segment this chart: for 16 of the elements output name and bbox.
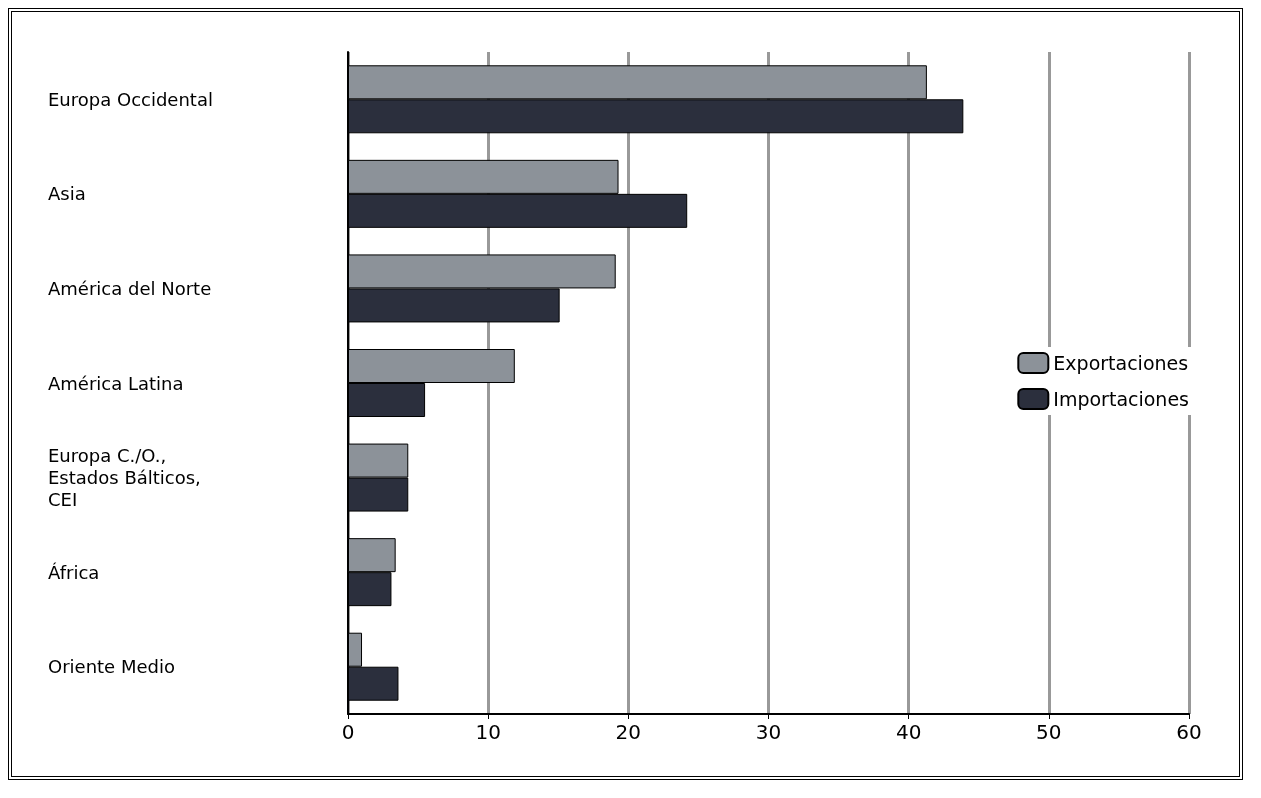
y-tick-label: América del Norte (48, 277, 212, 299)
x-tick-label: 30 (755, 720, 782, 744)
y-tick-label: Europa C./O., Estados Bálticos, CEI (48, 445, 201, 511)
y-tick-label: África (48, 561, 100, 583)
x-tick-label: 0 (341, 720, 355, 744)
x-tick-label: 40 (895, 720, 922, 744)
y-tick-label: Europa Occidental (48, 88, 213, 110)
y-tick-label: Asia (48, 183, 86, 205)
legend-label: Importaciones (1053, 388, 1190, 410)
x-tick-label: 10 (475, 720, 501, 744)
x-tick-label: 60 (1176, 720, 1202, 744)
legend-label: Exportaciones (1053, 352, 1189, 374)
y-tick-label: Oriente Medio (48, 656, 175, 678)
y-tick-label: América Latina (48, 372, 184, 394)
x-tick-label: 20 (615, 720, 642, 744)
x-tick-label: 50 (1036, 720, 1062, 744)
